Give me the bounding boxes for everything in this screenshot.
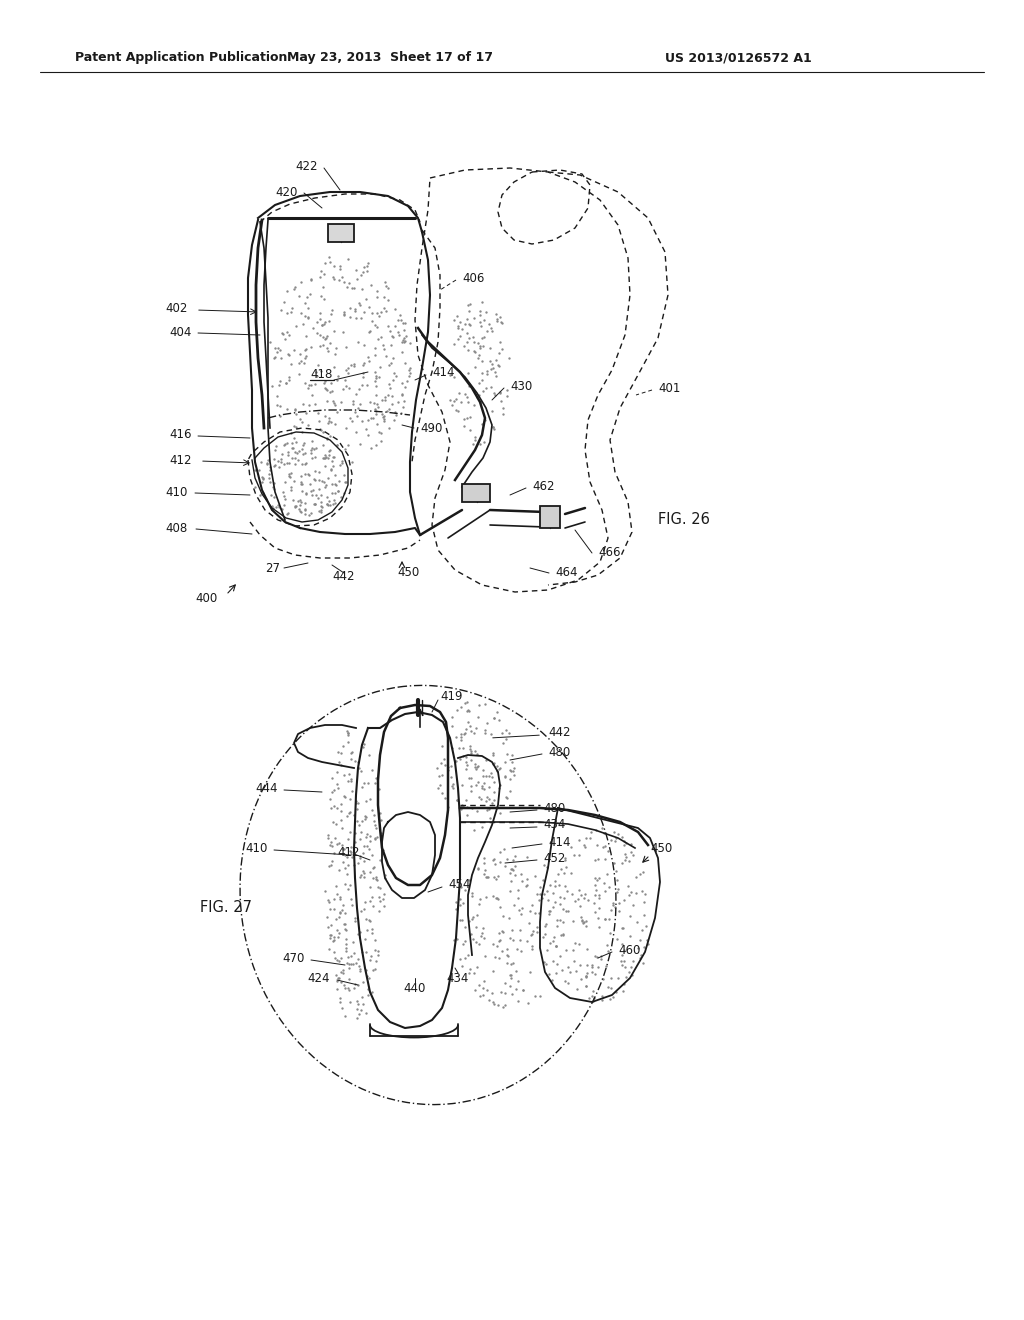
Text: 420: 420 (275, 186, 298, 198)
Text: 410: 410 (246, 842, 268, 854)
Text: 412: 412 (170, 454, 193, 466)
Text: 408: 408 (166, 521, 188, 535)
Text: 450: 450 (650, 842, 672, 854)
Text: May 23, 2013  Sheet 17 of 17: May 23, 2013 Sheet 17 of 17 (287, 51, 493, 65)
Text: FIG. 27: FIG. 27 (200, 900, 252, 916)
Text: 416: 416 (170, 429, 193, 441)
Text: 460: 460 (618, 944, 640, 957)
Text: 422: 422 (296, 160, 318, 173)
Text: 470: 470 (283, 952, 305, 965)
Text: 410: 410 (166, 486, 188, 499)
Text: 430: 430 (510, 380, 532, 392)
FancyBboxPatch shape (462, 484, 490, 502)
Text: 444: 444 (256, 781, 278, 795)
Text: 400: 400 (196, 591, 218, 605)
Text: 452: 452 (543, 851, 565, 865)
Text: 434: 434 (543, 818, 565, 832)
Text: 466: 466 (598, 546, 621, 560)
Text: 414: 414 (432, 367, 455, 380)
Text: 464: 464 (555, 565, 578, 578)
Text: 440: 440 (403, 982, 426, 994)
Text: 454: 454 (449, 879, 470, 891)
Text: 462: 462 (532, 479, 555, 492)
Text: 406: 406 (462, 272, 484, 285)
Text: 402: 402 (166, 301, 188, 314)
Text: 434: 434 (446, 972, 469, 985)
Text: 490: 490 (420, 421, 442, 434)
Text: US 2013/0126572 A1: US 2013/0126572 A1 (665, 51, 812, 65)
FancyBboxPatch shape (540, 506, 560, 528)
Text: FIG. 26: FIG. 26 (658, 512, 710, 528)
Text: 418: 418 (311, 368, 333, 381)
Text: Patent Application Publication: Patent Application Publication (75, 51, 288, 65)
Text: 414: 414 (548, 836, 570, 849)
Text: 442: 442 (548, 726, 570, 738)
Text: 401: 401 (658, 381, 680, 395)
Text: 27: 27 (265, 561, 280, 574)
Text: 412: 412 (338, 846, 360, 858)
Text: 424: 424 (307, 972, 330, 985)
Text: 419: 419 (440, 690, 463, 704)
Text: 480: 480 (548, 746, 570, 759)
FancyBboxPatch shape (328, 224, 354, 242)
Text: 404: 404 (170, 326, 193, 338)
Text: 442: 442 (333, 570, 355, 583)
Text: 450: 450 (397, 565, 419, 578)
Text: 480: 480 (543, 801, 565, 814)
